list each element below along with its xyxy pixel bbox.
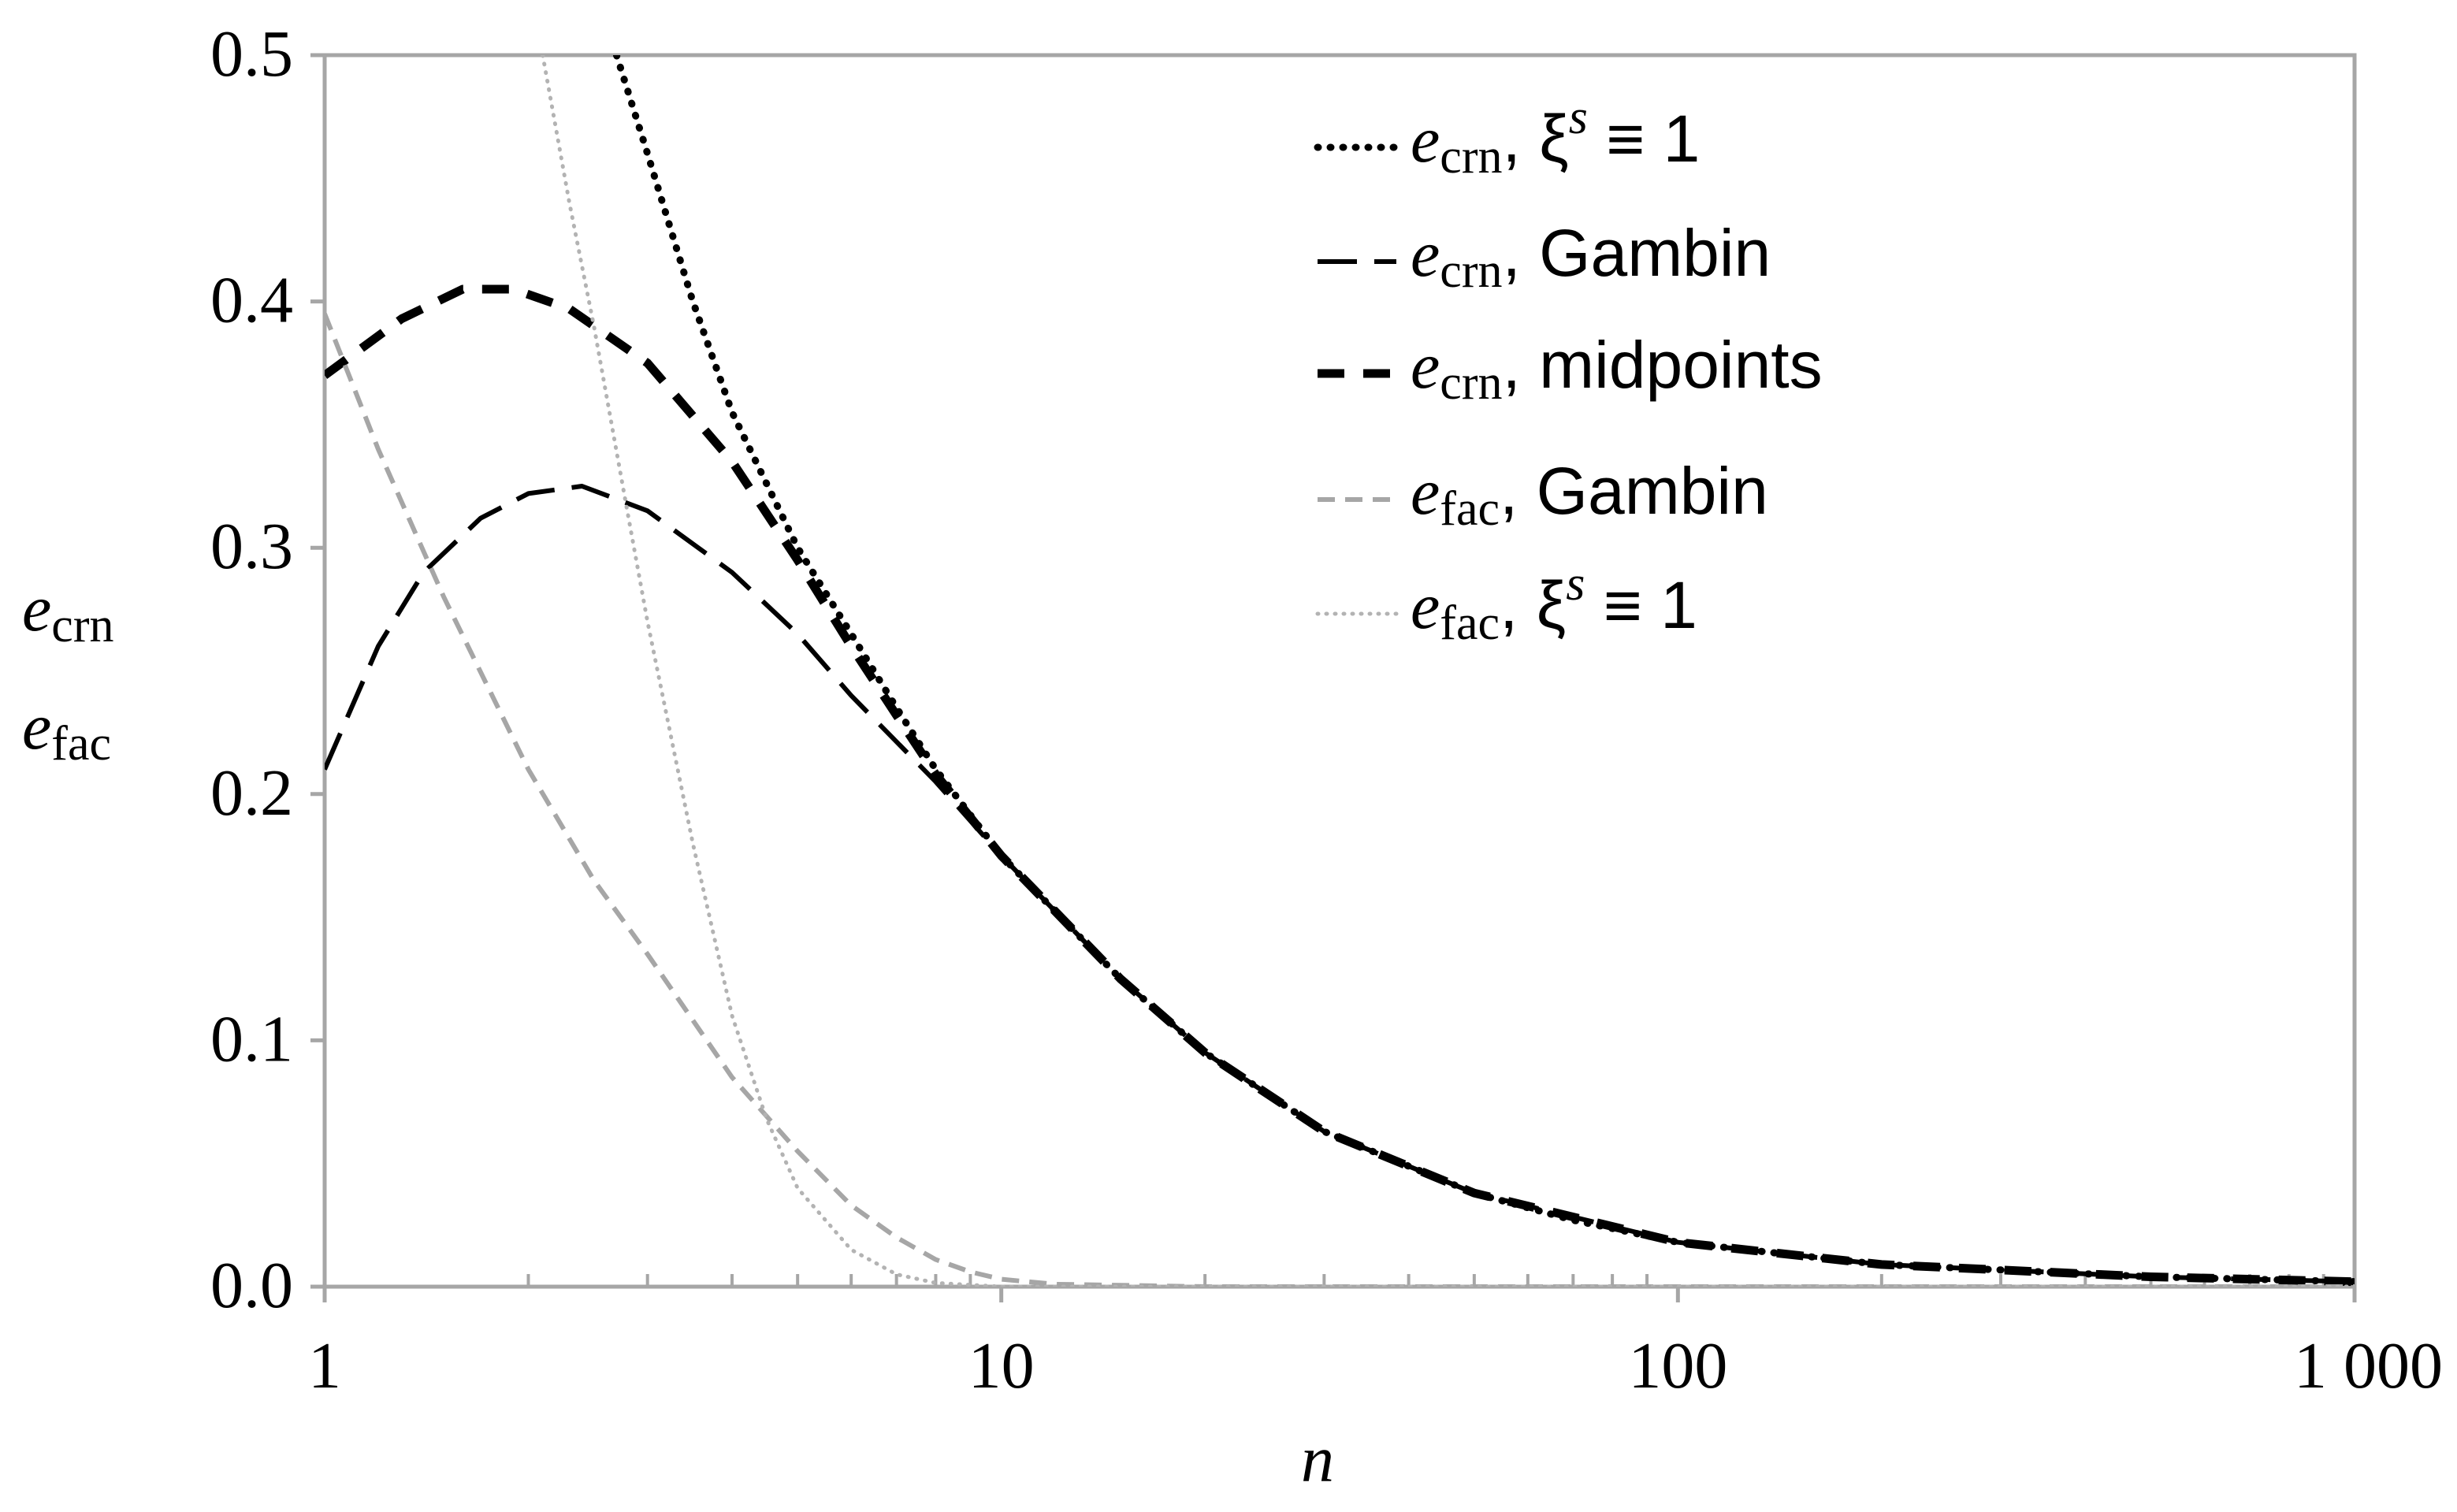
series-line-efac_xi1 [541,55,2355,1287]
legend-label-efac_gambin: efac, Gambin [1411,454,1768,536]
y-label-crn-sub: crn [51,599,113,652]
y-axis-ticks: 0.0 0.1 0.2 0.3 0.4 0.5 [210,17,325,1322]
plot-frame [322,53,2357,1289]
legend-label-ecrn_gambin: ecrn, Gambin [1411,216,1771,298]
legend: ecrn, ξs ≡ 1 ecrn, Gambin ecrn, midpoints e… [1314,91,1823,650]
legend-label-efac_xi1: efac, ξs ≡ 1 [1411,557,1697,650]
y-tick-label: 0.0 [210,1249,293,1322]
y-label-fac-base: e [22,690,51,763]
series-line-ecrn_gambin [325,484,2355,1284]
x-tick-label: 1 [308,1329,341,1402]
y-axis-label-fac: efac [22,690,111,771]
series-line-ecrn_midpoints [325,284,2355,1287]
y-tick-label: 0.1 [210,1002,293,1075]
y-tick-label: 0.4 [210,264,293,337]
x-axis-ticks: 1 10 100 1 000 [308,1274,2443,1402]
y-axis-label-crn: ecrn [22,572,113,652]
x-tick-label: 100 [1628,1329,1727,1402]
y-tick-label: 0.5 [210,17,293,91]
series-line-efac_gambin [325,313,2355,1287]
legend-label-ecrn_xi1: ecrn, ξs ≡ 1 [1411,91,1700,184]
y-label-crn-base: e [22,572,51,645]
y-tick-label: 0.3 [210,510,293,583]
y-label-fac-sub: fac [51,717,111,771]
series-layer [325,55,2355,1287]
x-tick-label: 10 [968,1329,1035,1402]
y-tick-label: 0.2 [210,756,293,830]
legend-label-ecrn_midpoints: ecrn, midpoints [1411,328,1823,410]
x-tick-label: 1 000 [2294,1329,2443,1402]
x-axis-label: n [1301,1423,1334,1496]
series-line-ecrn_xi1 [612,55,2355,1286]
